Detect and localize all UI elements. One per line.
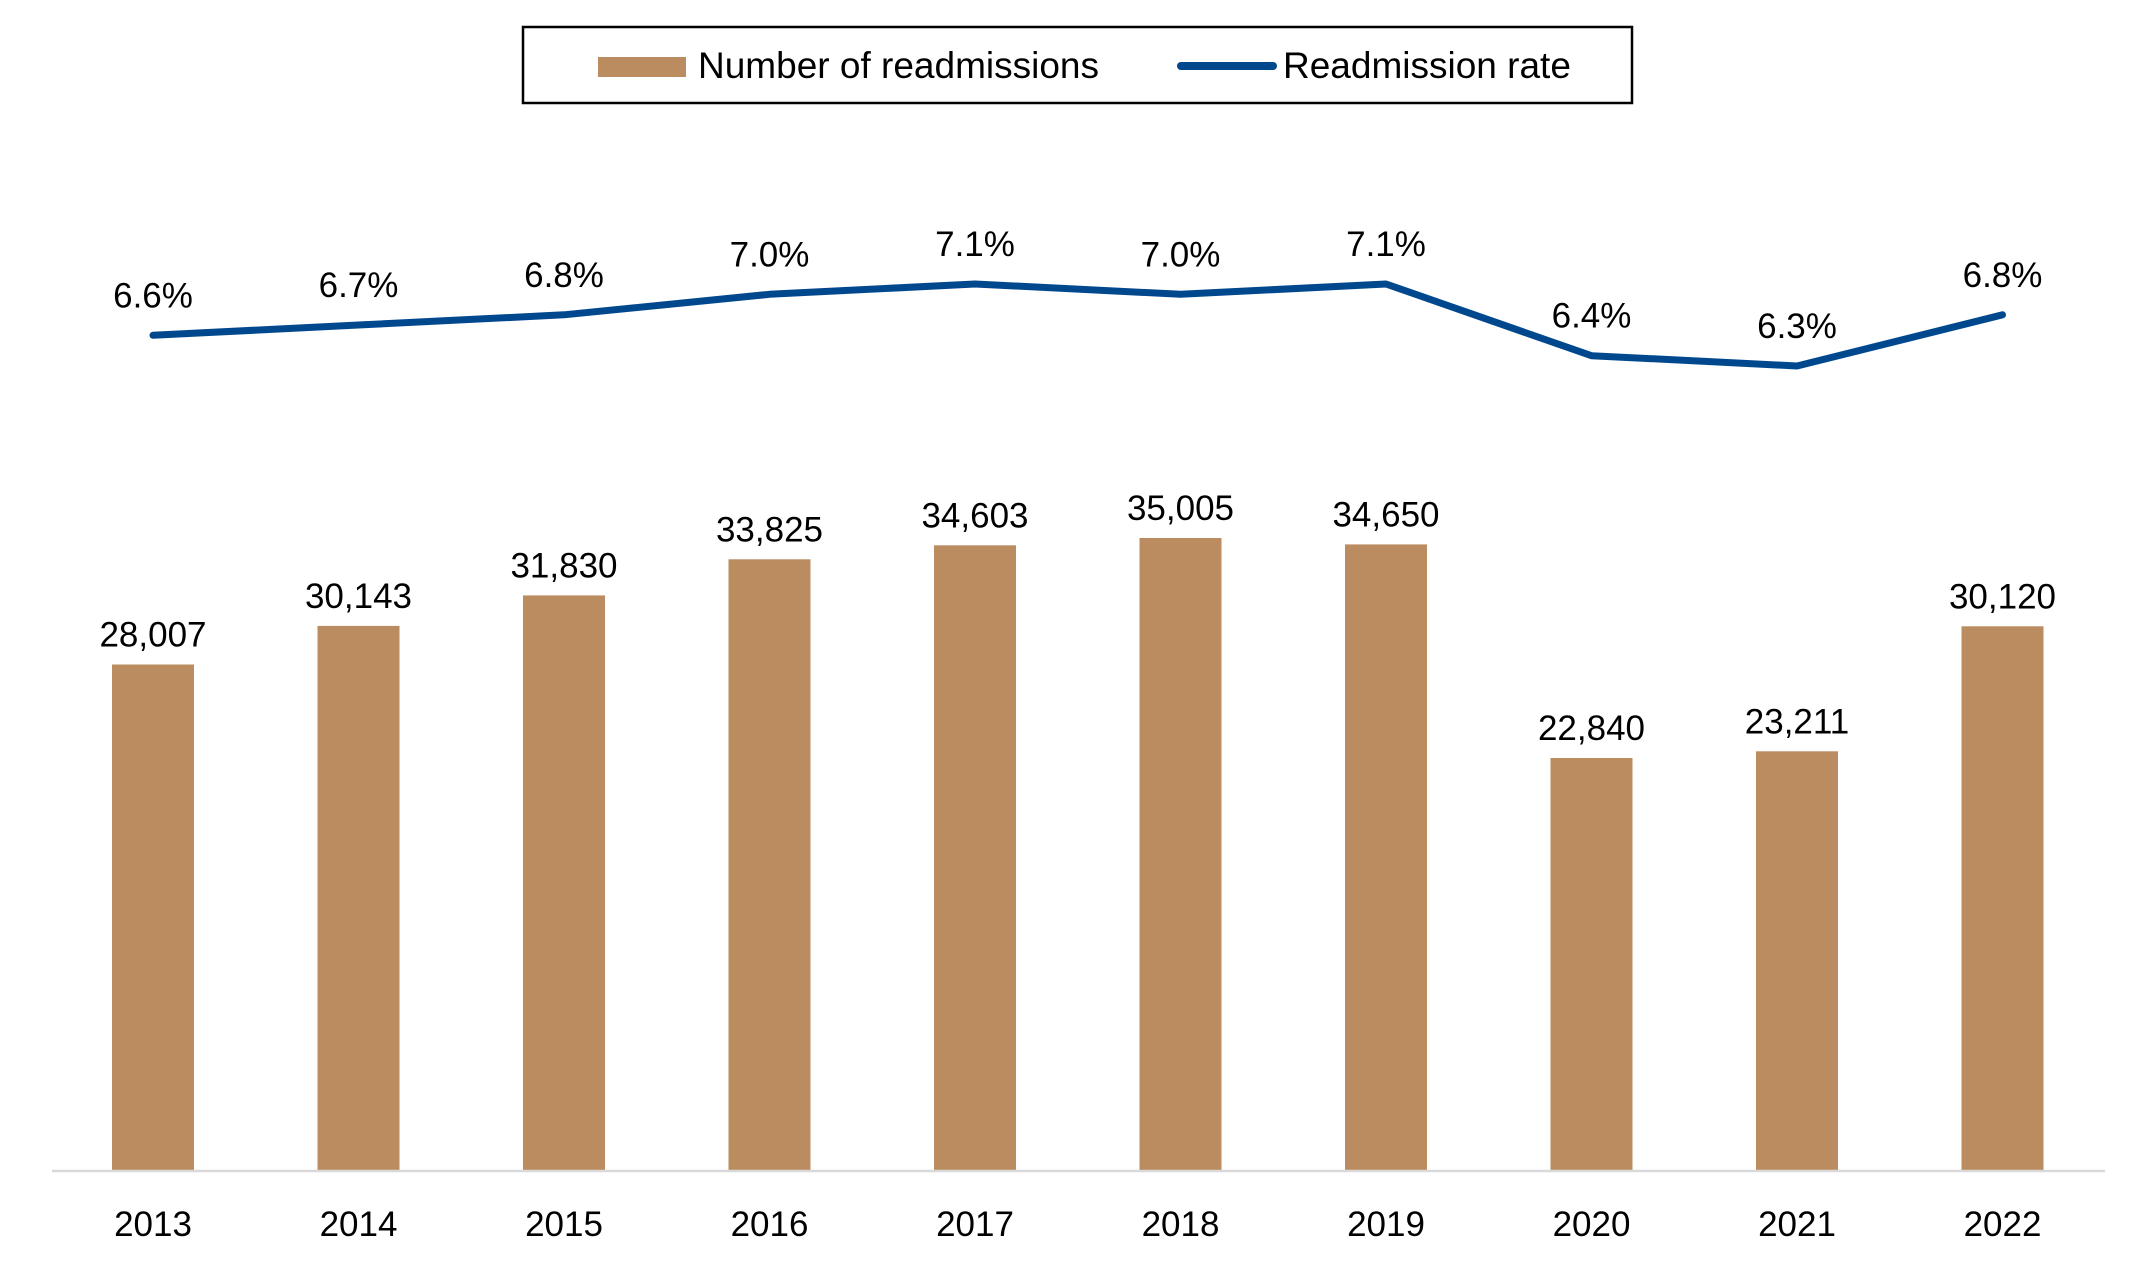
x-tick-2020: 2020 (1553, 1205, 1631, 1244)
x-tick-2019: 2019 (1347, 1205, 1425, 1244)
legend: Number of readmissions Readmission rate (521, 25, 1634, 105)
x-tick-2016: 2016 (731, 1205, 809, 1244)
x-tick-2021: 2021 (1758, 1205, 1836, 1244)
legend-label-bar: Number of readmissions (698, 45, 1099, 86)
bar-2015 (523, 595, 605, 1171)
rate-label-2018: 7.0% (1141, 235, 1221, 274)
bar-label-2015: 31,830 (510, 546, 617, 585)
x-tick-labels-group: 2013 2014 2015 2016 2017 2018 2019 2020 2021 2022 (114, 1205, 2041, 1244)
bar-label-2014: 30,143 (305, 577, 412, 616)
bar-labels-group: 28,007 30,143 31,830 33,825 34,603 35,005 34,6… (99, 489, 2056, 748)
legend-box (521, 25, 1634, 105)
x-tick-2022: 2022 (1964, 1205, 2042, 1244)
rate-labels-group: 6.6% 6.7% 6.8% 7.0% 7.1% 7.0% 7.1% 6.4% 6.3% 6.8% (113, 225, 2042, 346)
rate-label-2016: 7.0% (730, 235, 810, 274)
rate-label-2020: 6.4% (1552, 297, 1632, 336)
rate-label-2019: 7.1% (1346, 225, 1426, 264)
bar-2016 (728, 559, 811, 1171)
x-tick-2013: 2013 (114, 1205, 192, 1244)
bar-2018 (1139, 538, 1222, 1171)
bar-2013 (112, 664, 194, 1171)
bar-label-2020: 22,840 (1538, 709, 1645, 748)
x-tick-2018: 2018 (1142, 1205, 1220, 1244)
bars-group (112, 538, 2044, 1171)
rate-line (149, 280, 2006, 370)
bar-label-2016: 33,825 (716, 510, 823, 549)
bar-2020 (1550, 758, 1633, 1171)
x-tick-2017: 2017 (936, 1205, 1014, 1244)
bar-label-2018: 35,005 (1127, 489, 1234, 528)
bar-2021 (1756, 751, 1838, 1171)
rate-label-2014: 6.7% (319, 266, 399, 305)
x-tick-2014: 2014 (320, 1205, 398, 1244)
rate-label-2021: 6.3% (1757, 307, 1837, 346)
legend-swatch-bar (598, 57, 686, 77)
rate-label-2015: 6.8% (524, 256, 604, 295)
x-tick-2015: 2015 (525, 1205, 603, 1244)
bar-label-2019: 34,650 (1332, 495, 1439, 534)
bar-label-2022: 30,120 (1949, 577, 2056, 616)
rate-label-2022: 6.8% (1963, 256, 2043, 295)
bar-2022 (1961, 626, 2044, 1171)
bar-2014 (317, 625, 400, 1171)
bar-2017 (934, 545, 1016, 1171)
bar-label-2021: 23,211 (1745, 702, 1849, 741)
legend-label-line: Readmission rate (1283, 45, 1571, 86)
bar-label-2017: 34,603 (921, 496, 1028, 535)
rate-line-group (149, 280, 2006, 370)
bar-2019 (1345, 544, 1427, 1171)
rate-label-2013: 6.6% (113, 276, 193, 315)
bar-label-2013: 28,007 (99, 616, 206, 655)
rate-label-2017: 7.1% (935, 225, 1015, 264)
